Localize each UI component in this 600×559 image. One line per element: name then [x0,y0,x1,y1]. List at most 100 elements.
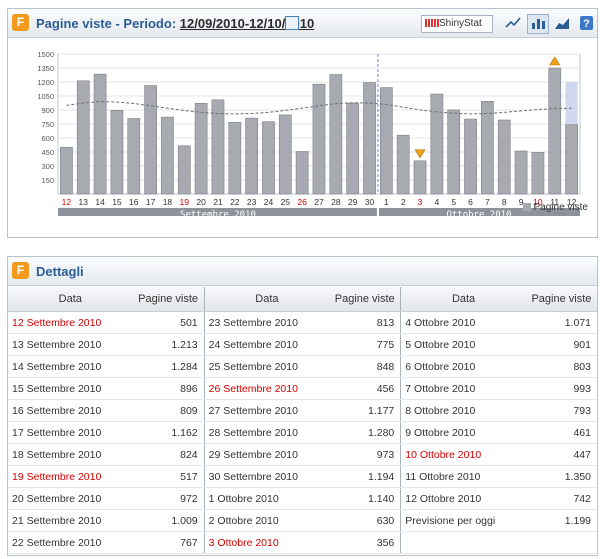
brand-bars-icon [425,19,439,28]
bar [262,121,275,195]
x-tick-label: 4 [435,197,440,207]
details-panel-header: F Dettagli [8,257,597,286]
x-tick-label: 22 [230,197,240,207]
date-cell: 13 Settembre 2010 [8,333,133,356]
table-row: 22 Settembre 2010 767 3 Ottobre 2010 356 [8,531,597,554]
x-tick-label: 7 [485,197,490,207]
date-cell: 12 Settembre 2010 [8,311,133,334]
value-cell: 1.199 [525,509,597,532]
period-link[interactable]: 12/09/2010-12/10/2010 [179,16,315,31]
bar [211,99,225,195]
value-cell: 1.140 [329,487,401,510]
line-chart-button[interactable] [502,14,524,34]
x-tick-label: 21 [213,197,223,207]
bar [430,93,444,195]
col-date-header[interactable]: Data [400,287,526,312]
x-tick-label: 25 [281,197,291,207]
x-tick-label: 12 [62,197,72,207]
table-row: 18 Settembre 2010 824 29 Settembre 2010 973… [8,443,597,466]
chart-title-prefix: Pagine viste - Periodo: [36,16,177,31]
date-cell: 22 Settembre 2010 [8,531,133,554]
month-label: Settembre 2010 [180,210,256,216]
brand-logo[interactable]: ShinyStat [421,15,493,33]
x-tick-label: 3 [418,197,423,207]
value-cell: 813 [329,311,401,334]
table-row: 17 Settembre 2010 1.162 28 Settembre 2010 1… [8,421,597,444]
table-row: 13 Settembre 2010 1.213 24 Settembre 2010 7… [8,333,597,356]
col-date-header[interactable]: Data [8,287,133,312]
bar-chart-icon [532,19,545,29]
x-tick-label: 12 [567,197,577,207]
area-chart-button[interactable] [551,14,573,34]
bar [447,109,461,195]
value-cell: 1.177 [329,399,401,422]
x-tick-label: 10 [533,197,543,207]
table-row: 14 Settembre 2010 1.284 25 Settembre 2010 8… [8,355,597,378]
y-tick-label: 1200 [37,78,54,87]
value-cell: 824 [132,443,205,466]
value-cell: 1.071 [525,311,597,334]
svg-text:?: ? [583,18,590,30]
x-tick-label: 23 [247,197,257,207]
area-chart-icon [555,18,569,29]
help-button[interactable]: ? [575,14,597,34]
min-marker-icon [414,149,426,159]
calendar-icon[interactable] [285,16,299,30]
col-value-header[interactable]: Pagine viste [132,287,205,312]
date-cell: 3 Ottobre 2010 [203,531,330,554]
bar [60,146,73,195]
x-tick-label: 30 [365,197,375,207]
col-value-header[interactable]: Pagine viste [329,287,401,312]
bar [194,102,208,195]
bar [497,119,511,195]
value-cell: 803 [525,355,597,378]
details-header-row: Data Pagine viste Data Pagine viste Data… [8,287,597,312]
value-cell [525,531,597,554]
date-cell: 2 Ottobre 2010 [203,509,330,532]
date-cell: 8 Ottobre 2010 [400,399,526,422]
y-tick-label: 600 [41,134,54,143]
bar [278,114,292,195]
details-table: Data Pagine viste Data Pagine viste Data… [8,287,597,554]
details-body: 12 Settembre 2010 501 23 Settembre 2010 813… [8,311,597,554]
value-cell: 501 [132,311,205,334]
x-tick-label: 8 [502,197,507,207]
date-cell: 14 Settembre 2010 [8,355,133,378]
app-logo-icon: F [12,14,29,31]
col-date-header[interactable]: Data [203,287,330,312]
x-tick-label: 19 [180,197,190,207]
month-label: Ottobre 2010 [446,210,511,216]
date-cell: 9 Ottobre 2010 [400,421,526,444]
col-value-header[interactable]: Pagine viste [525,287,597,312]
x-tick-label: 29 [348,197,358,207]
date-cell: 6 Ottobre 2010 [400,355,526,378]
y-tick-label: 150 [41,176,54,185]
bar [127,118,141,195]
value-cell: 356 [329,531,401,554]
y-tick-label: 300 [41,162,54,171]
value-cell: 1.284 [132,355,205,378]
date-cell: 28 Settembre 2010 [203,421,330,444]
value-cell: 1.350 [525,465,597,488]
value-cell: 1.280 [329,421,401,444]
bar [396,134,410,195]
value-cell: 461 [525,421,597,444]
bar-chart-button[interactable] [527,14,549,34]
x-tick-label: 14 [95,197,105,207]
bar [413,160,427,195]
date-cell: 15 Settembre 2010 [8,377,133,400]
details-panel: F Dettagli Data Pagine viste Data Pagine… [7,256,598,556]
bar [177,145,191,195]
y-tick-label: 1050 [37,92,54,101]
bar [312,83,326,195]
value-cell: 517 [132,465,205,488]
date-cell [400,531,526,554]
details-title: Dettagli [36,264,84,279]
value-cell: 809 [132,399,205,422]
month-band [58,208,377,219]
table-row: 21 Settembre 2010 1.009 2 Ottobre 2010 630 P… [8,509,597,532]
bar [245,117,259,195]
bar [565,124,578,195]
bar [464,118,477,195]
date-cell: 24 Settembre 2010 [203,333,330,356]
